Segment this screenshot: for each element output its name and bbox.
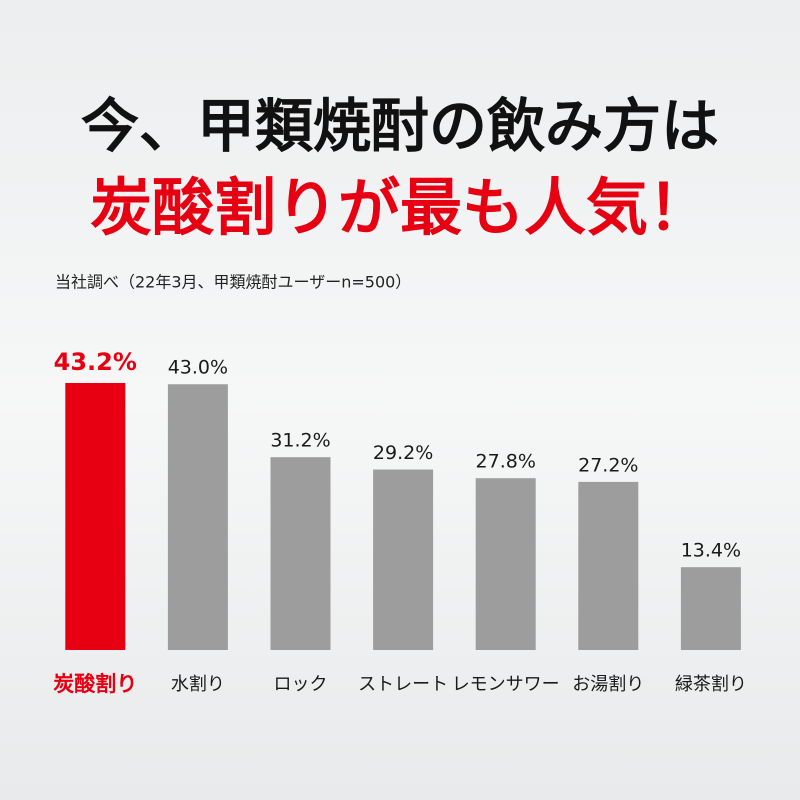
bar bbox=[65, 383, 126, 650]
x-tick-label: ストレート bbox=[358, 674, 448, 695]
value-label: 13.4% bbox=[681, 540, 741, 562]
value-label: 29.2% bbox=[373, 442, 433, 464]
bar bbox=[270, 457, 331, 650]
bar bbox=[373, 469, 434, 650]
source-note: 当社調べ（22年3月、甲類焼酎ユーザーn=500） bbox=[55, 273, 411, 292]
bar bbox=[475, 478, 536, 650]
value-label: 27.2% bbox=[578, 454, 638, 476]
value-label: 43.0% bbox=[168, 357, 228, 379]
x-tick-label: 緑茶割り bbox=[675, 674, 747, 695]
x-tick-label: 水割り bbox=[171, 674, 225, 695]
value-label: 31.2% bbox=[270, 430, 330, 452]
chart-subtitle: 炭酸割りが最も人気！ bbox=[90, 171, 710, 244]
x-tick-label: レモンサワー bbox=[452, 674, 560, 695]
bar bbox=[680, 567, 741, 650]
bar bbox=[578, 481, 639, 650]
x-tick-label: 炭酸割り bbox=[53, 672, 137, 696]
bar bbox=[167, 384, 228, 650]
value-label: 27.8% bbox=[476, 451, 536, 473]
value-label: 43.2% bbox=[54, 348, 137, 376]
x-tick-label: ロック bbox=[274, 674, 328, 695]
x-tick-label: お湯割り bbox=[572, 674, 644, 695]
chart-title: 今、甲類焼酎の飲み方は bbox=[81, 92, 719, 160]
